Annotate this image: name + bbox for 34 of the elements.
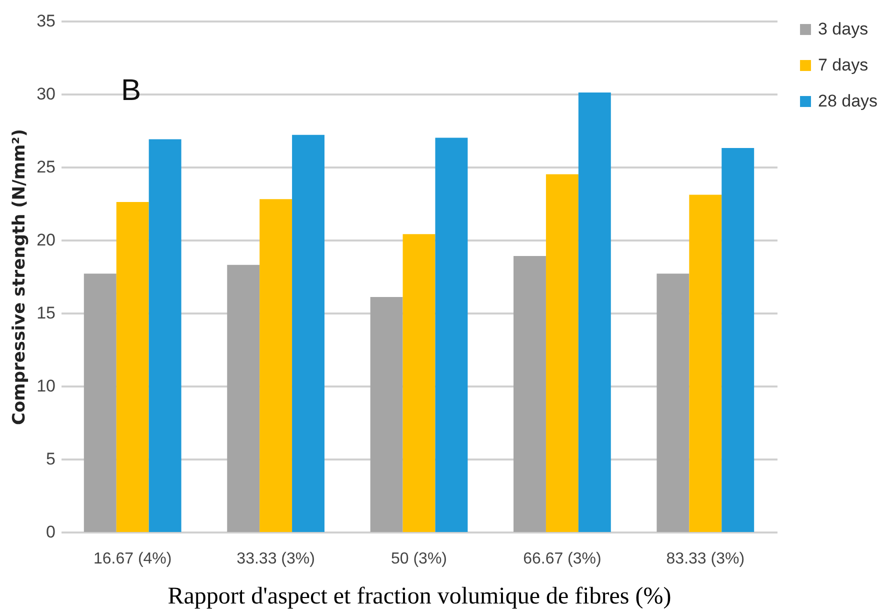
x-tick-label: 83.33 (3%) [666, 550, 745, 568]
legend-label: 7 days [818, 56, 868, 74]
x-axis-title: Rapport d'aspect et fraction volumique de fibres (%) [168, 584, 672, 610]
bar [292, 134, 324, 532]
bar [260, 199, 292, 532]
legend-label: 3 days [818, 20, 868, 38]
bar [514, 256, 546, 532]
bar [148, 139, 182, 532]
bar [578, 92, 611, 532]
bar [84, 274, 116, 532]
y-tick-label: 5 [46, 450, 56, 468]
legend-label: 28 days [818, 92, 878, 110]
bar [435, 138, 468, 532]
x-tick-label: 16.67 (4%) [93, 550, 172, 568]
y-axis-title: Compressive strength (N/mm²) [10, 129, 30, 425]
x-tick-label: 33.33 (3%) [236, 550, 315, 568]
bar [402, 234, 436, 532]
y-tick-label: 20 [36, 230, 56, 250]
y-tick-label: 35 [36, 12, 56, 30]
y-tick-label: 10 [36, 376, 56, 396]
bar [689, 194, 722, 532]
x-tick-label: 66.67 (3%) [523, 550, 602, 568]
bar [370, 296, 403, 532]
annotation: B [121, 74, 142, 107]
y-tick-label: 30 [36, 84, 56, 104]
x-tick-label: 50 (3%) [390, 550, 448, 568]
bar [116, 202, 149, 532]
bar [722, 148, 754, 532]
bar [227, 264, 260, 532]
bar [546, 174, 578, 532]
y-tick-label: 25 [36, 158, 56, 176]
y-tick-label: 15 [36, 304, 56, 322]
y-tick-label: 0 [46, 522, 56, 542]
bar [656, 274, 690, 532]
